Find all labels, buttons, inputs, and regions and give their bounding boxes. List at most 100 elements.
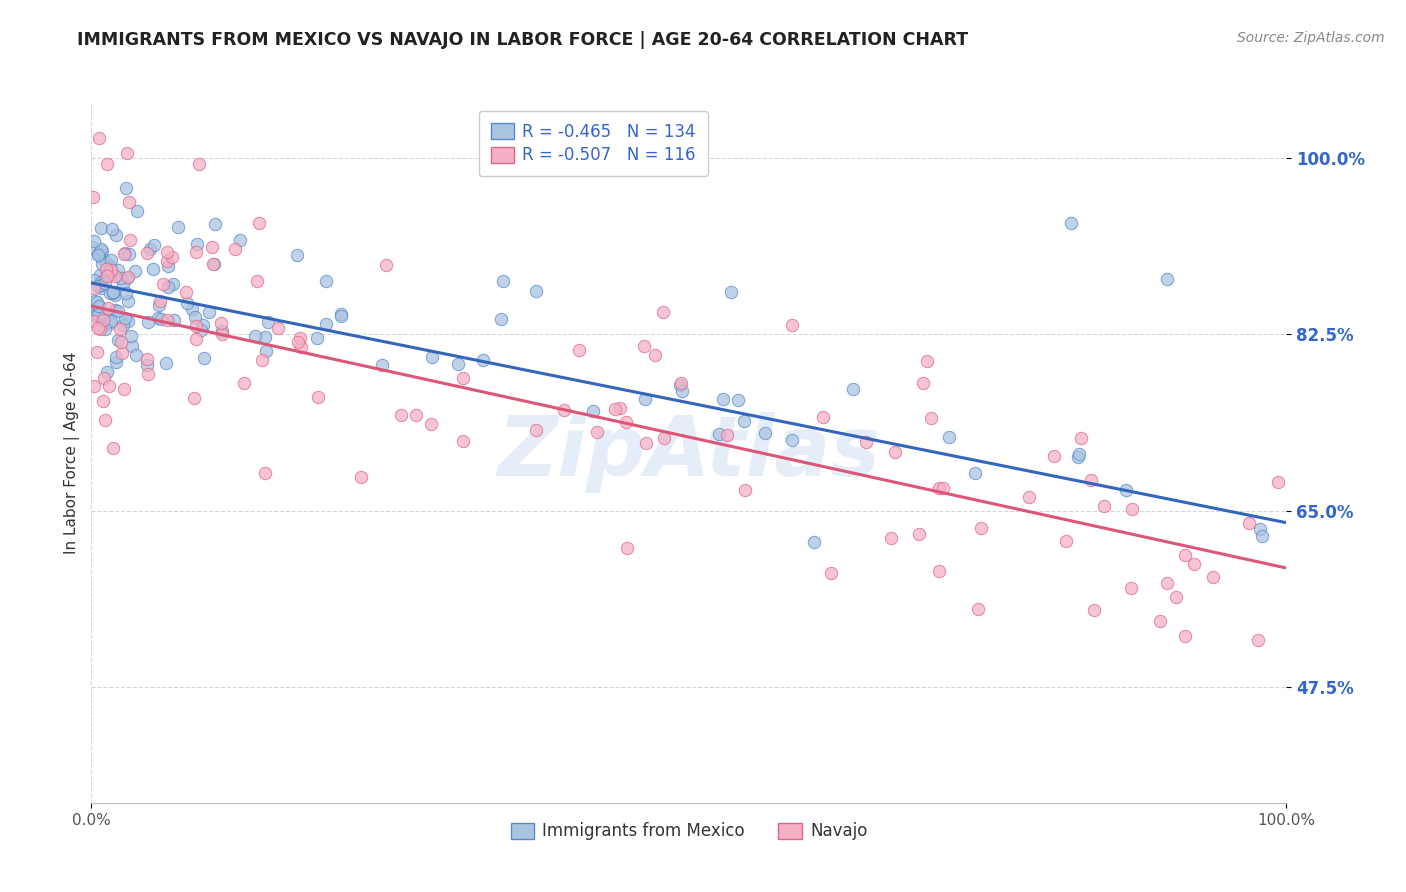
Point	[880, 531, 903, 545]
Point	[1121, 501, 1143, 516]
Point	[734, 483, 756, 497]
Point	[82, 240, 104, 254]
Point	[290, 340, 312, 354]
Point	[163, 312, 186, 326]
Point	[247, 217, 270, 231]
Point	[101, 286, 124, 301]
Point	[727, 393, 749, 408]
Point	[1174, 629, 1197, 643]
Point	[447, 357, 470, 371]
Point	[96, 365, 118, 379]
Point	[420, 417, 443, 431]
Point	[104, 228, 127, 243]
Point	[229, 233, 252, 247]
Point	[135, 245, 157, 260]
Point	[492, 274, 515, 288]
Point	[713, 392, 735, 406]
Point	[94, 276, 117, 290]
Point	[91, 394, 114, 409]
Point	[209, 316, 232, 330]
Point	[110, 334, 132, 349]
Point	[104, 354, 127, 368]
Point	[83, 273, 105, 287]
Point	[94, 309, 117, 323]
Point	[155, 254, 177, 268]
Point	[420, 350, 443, 364]
Point	[186, 237, 208, 252]
Point	[89, 321, 111, 335]
Point	[1149, 614, 1171, 628]
Point	[136, 352, 159, 367]
Text: IMMIGRANTS FROM MEXICO VS NAVAJO IN LABOR FORCE | AGE 20-64 CORRELATION CHART: IMMIGRANTS FROM MEXICO VS NAVAJO IN LABO…	[77, 31, 969, 49]
Point	[1070, 431, 1092, 445]
Point	[101, 441, 124, 455]
Point	[928, 565, 950, 579]
Point	[315, 317, 337, 331]
Point	[285, 248, 308, 262]
Point	[1202, 570, 1225, 584]
Point	[669, 377, 692, 392]
Point	[211, 325, 233, 339]
Point	[84, 294, 107, 309]
Point	[654, 431, 676, 445]
Text: ZipAtlas: ZipAtlas	[498, 412, 880, 493]
Point	[842, 383, 865, 397]
Point	[191, 318, 214, 332]
Point	[157, 280, 180, 294]
Point	[96, 267, 118, 281]
Point	[115, 181, 138, 195]
Point	[101, 267, 124, 281]
Point	[883, 444, 905, 458]
Point	[87, 300, 110, 314]
Point	[98, 316, 121, 330]
Point	[83, 281, 105, 295]
Point	[107, 263, 129, 277]
Point	[86, 344, 108, 359]
Point	[233, 376, 256, 391]
Point	[803, 534, 825, 549]
Point	[136, 367, 159, 381]
Point	[524, 284, 547, 298]
Point	[1054, 534, 1077, 549]
Point	[91, 244, 114, 258]
Point	[1060, 217, 1083, 231]
Point	[405, 408, 427, 422]
Point	[115, 271, 138, 285]
Point	[927, 482, 949, 496]
Point	[118, 234, 141, 248]
Point	[142, 261, 165, 276]
Point	[87, 131, 110, 145]
Point	[720, 285, 742, 300]
Point	[117, 314, 139, 328]
Point	[90, 276, 112, 290]
Point	[389, 408, 412, 422]
Point	[98, 286, 121, 301]
Point	[201, 256, 224, 270]
Point	[82, 305, 104, 319]
Point	[121, 339, 143, 353]
Point	[855, 435, 877, 450]
Point	[152, 277, 174, 291]
Point	[1166, 590, 1188, 604]
Point	[733, 414, 755, 428]
Point	[350, 470, 373, 484]
Point	[1067, 447, 1090, 461]
Point	[669, 376, 692, 390]
Point	[1182, 557, 1205, 571]
Point	[93, 371, 115, 385]
Point	[155, 356, 177, 370]
Point	[330, 310, 353, 324]
Point	[87, 308, 110, 322]
Point	[820, 566, 842, 581]
Point	[108, 322, 131, 336]
Point	[82, 190, 104, 204]
Point	[371, 358, 394, 372]
Point	[243, 329, 266, 343]
Point	[104, 269, 127, 284]
Point	[651, 305, 673, 319]
Point	[98, 259, 121, 273]
Point	[87, 246, 110, 260]
Point	[83, 378, 105, 392]
Point	[90, 243, 112, 257]
Point	[1156, 272, 1178, 286]
